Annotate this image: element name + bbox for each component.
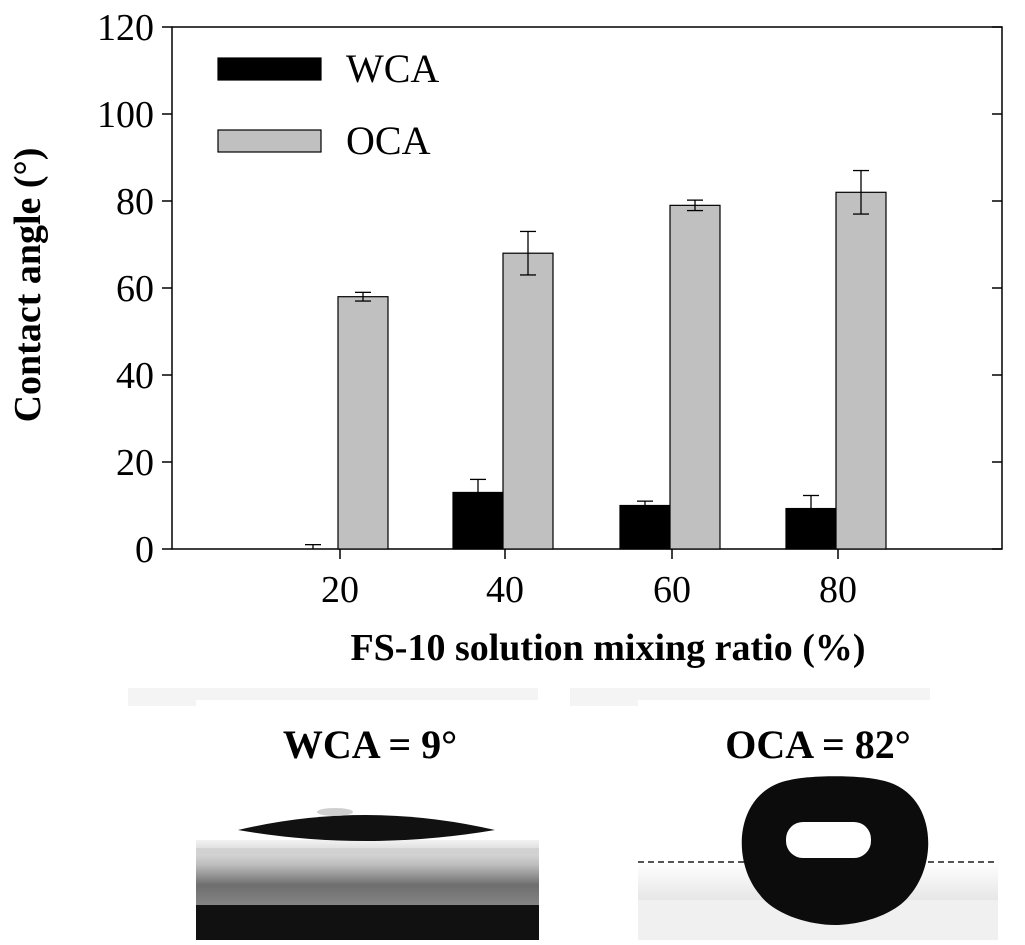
x-axis-label: FS-10 solution mixing ratio (%) [350,627,865,669]
oca-photo-label: OCA = 82° [725,722,910,767]
flat-droplet [238,815,495,841]
bar-oca-60 [669,204,721,550]
substrate-reflection [196,848,539,854]
y-tick-label: 100 [97,94,154,136]
bar-oca-20 [337,296,389,550]
legend-label-wca: WCA [346,46,439,91]
y-tick-label: 20 [116,442,154,484]
x-tick-label: 80 [819,569,857,611]
y-tick-label: 40 [116,355,154,397]
y-tick-label: 60 [116,268,154,310]
droplet-highlight [786,822,871,858]
y-axis-label: Contact angle (°) [7,148,49,423]
wca-droplet-photo: WCA = 9° [128,688,539,940]
legend-swatch-wca [217,57,322,81]
bar-chart: 0 20 40 60 80 100 120 20 40 60 80 WCA OCA Contact … [7,7,1003,669]
bar-oca-40 [502,252,554,550]
oca-droplet-photo: OCA = 82° [570,688,998,940]
legend-label-oca: OCA [346,118,431,163]
x-tick-label: 40 [486,569,524,611]
y-tick-label: 80 [116,181,154,223]
bar-wca-60 [619,504,671,550]
legend-swatch-oca [217,129,322,153]
wca-photo-label: WCA = 9° [283,722,457,767]
substrate-shadow [196,905,539,940]
droplet-highlight [317,808,353,816]
bar-oca-80 [835,191,887,550]
y-tick-label: 0 [135,529,154,571]
x-tick-label: 20 [321,569,359,611]
x-tick-label: 60 [653,569,691,611]
y-tick-label: 120 [97,7,154,49]
